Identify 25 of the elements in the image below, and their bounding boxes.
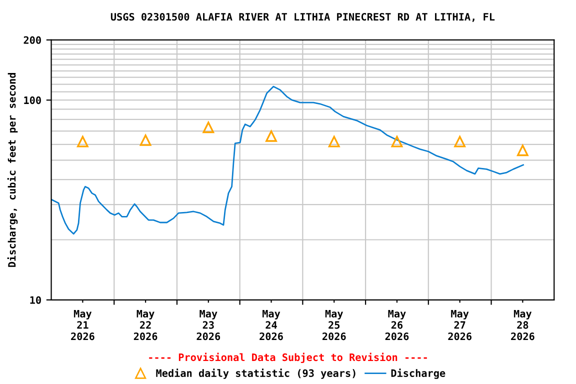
x-tick-label: May 26 2026 [385, 310, 409, 340]
x-tick-label: May 24 2026 [260, 310, 283, 340]
line-series [51, 86, 524, 235]
y-tick-label: 10 [30, 296, 41, 304]
x-tick-label: May 28 2026 [511, 310, 534, 340]
chart-title: USGS 02301500 ALAFIA RIVER AT LITHIA PINECREST RD AT LITHIA, FL [110, 12, 495, 22]
point [454, 136, 466, 148]
y-axis-title: Discharge, cubic feet per second [7, 72, 18, 267]
x-tick-label: May 27 2026 [448, 310, 472, 340]
x-tick-label: May 22 2026 [134, 310, 158, 340]
y-tick-label: 200 [24, 36, 41, 44]
x-tick-label: May 25 2026 [322, 310, 346, 340]
x-tick-label: May 21 2026 [71, 310, 94, 340]
point [391, 136, 403, 148]
point [76, 136, 88, 148]
point [516, 144, 528, 156]
legend-label: Discharge [391, 368, 446, 379]
point [266, 130, 277, 142]
point [202, 122, 214, 134]
y-tick-label: 100 [24, 96, 41, 104]
point [328, 136, 340, 148]
text: ---- Provisional Data Subject to Revision ---- [149, 352, 427, 364]
x-tick-label: May 23 2026 [196, 310, 220, 340]
point [140, 134, 152, 146]
legend-label: Median daily statistic (93 years) [156, 368, 356, 379]
